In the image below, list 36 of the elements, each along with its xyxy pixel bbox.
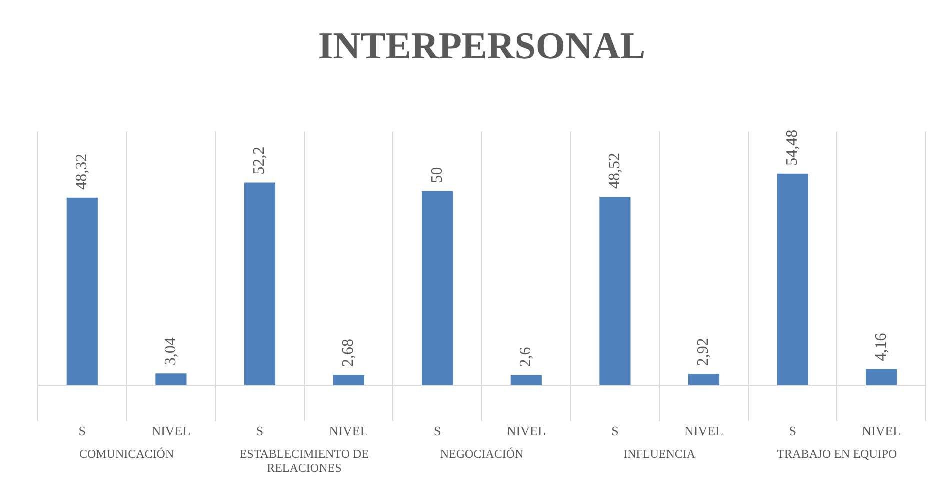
- x-tick-label: NIVEL: [684, 424, 724, 439]
- bar: [422, 191, 454, 386]
- bar: [156, 374, 187, 386]
- text: ESTABLECIMIENTO DE RELACIONES: [240, 447, 369, 476]
- x-tick-label: NIVEL: [152, 424, 191, 439]
- data-label: 2,68: [340, 338, 358, 367]
- x-tick-label: S: [434, 424, 442, 439]
- bar: [866, 369, 898, 386]
- bar: [688, 374, 720, 386]
- chart-title: INTERPERSONAL: [318, 26, 646, 68]
- x-tick-label: S: [789, 424, 796, 439]
- bar: [66, 198, 98, 386]
- text: NEGOCIACIÓN: [440, 447, 524, 462]
- data-label: 2,6: [518, 347, 535, 368]
- text: INFLUENCIA: [624, 447, 696, 462]
- text: TRABAJO EN EQUIPO: [777, 447, 898, 462]
- x-tick-label: S: [78, 424, 86, 439]
- data-label: 48,52: [606, 153, 624, 190]
- x-tick-label: S: [256, 424, 264, 439]
- bar: [244, 182, 276, 386]
- x-tick-label: NIVEL: [329, 424, 368, 439]
- x-tick-label: NIVEL: [506, 424, 546, 439]
- bar: [600, 197, 631, 386]
- bar: [333, 374, 364, 386]
- bar: [510, 375, 542, 386]
- x-tick-label: NIVEL: [862, 424, 902, 439]
- data-label: 3,04: [162, 338, 180, 366]
- x-tick-label: S: [612, 424, 619, 439]
- data-label: 4,16: [872, 333, 890, 362]
- data-label: 52,2: [251, 146, 268, 175]
- data-label: 2,92: [695, 338, 712, 366]
- data-label: 54,48: [784, 130, 802, 166]
- bar: [777, 174, 808, 386]
- text: COMUNICACIÓN: [79, 447, 174, 462]
- data-label: 50: [428, 167, 446, 184]
- data-label: 48,32: [74, 154, 91, 190]
